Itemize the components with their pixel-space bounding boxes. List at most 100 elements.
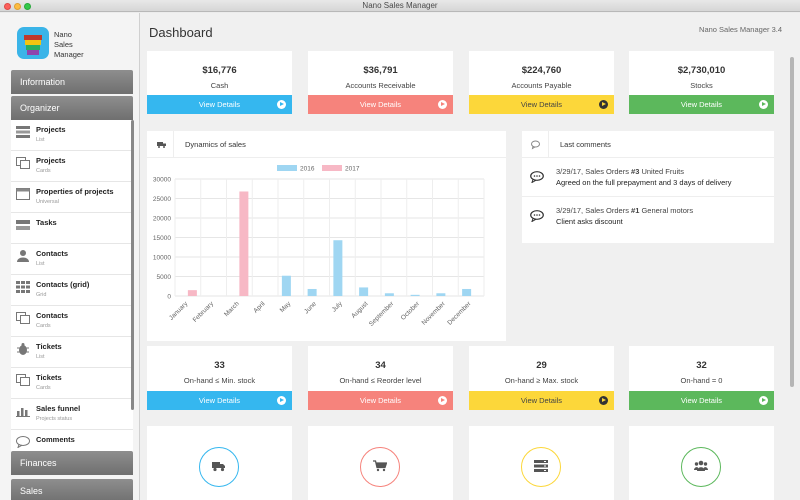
card-value: 33 — [214, 360, 225, 371]
comment-icon — [16, 436, 30, 448]
main-scrollbar[interactable] — [790, 57, 794, 387]
arrow-right-icon — [438, 396, 447, 405]
person-icon — [17, 250, 29, 262]
sidebar-item-sales-funnel[interactable]: Sales funnel Projects status — [11, 399, 133, 430]
comment-item[interactable]: 3/29/17, Sales Orders #3 United Fruits A… — [522, 159, 774, 197]
inventory-card[interactable] — [469, 426, 614, 500]
legend-label-2016: 2016 — [300, 166, 315, 173]
sidebar-item-contacts-cards[interactable]: Contacts Cards — [11, 306, 133, 337]
view-details-button[interactable]: View Details — [469, 391, 614, 410]
card-value: $16,776 — [202, 65, 237, 76]
comment-meta: 3/29/17, Sales Orders #1 General motors — [556, 206, 694, 215]
y-tick-label: 20000 — [153, 216, 171, 223]
sidebar-item-sub: Cards — [36, 323, 51, 329]
view-details-button[interactable]: View Details — [308, 391, 453, 410]
sidebar-item-sub: Cards — [36, 168, 51, 174]
comment-item[interactable]: 3/29/17, Sales Orders #1 General motors … — [522, 198, 774, 236]
comment-icon — [530, 171, 544, 183]
card-caption: Accounts Receivable — [345, 81, 416, 90]
summary-card-accounts-receivable: $36,791 Accounts Receivable View Details — [308, 51, 453, 114]
arrow-right-icon — [438, 100, 447, 109]
sidebar-item-label: Contacts — [36, 311, 69, 320]
bar-2016-october — [410, 294, 420, 296]
brand-name: Nano Sales Manager — [54, 30, 84, 59]
bar-2017-january — [187, 290, 197, 296]
sidebar-item-properties-of-projects[interactable]: Properties of projects Universal — [11, 182, 133, 213]
legend-swatch-2017 — [322, 165, 342, 171]
grid-icon — [16, 281, 30, 293]
x-tick-label: September — [368, 300, 396, 328]
sidebar-section-sales[interactable]: Sales — [11, 479, 133, 500]
summary-card-stocks: $2,730,010 Stocks View Details — [629, 51, 774, 114]
minimize-window-button[interactable] — [14, 3, 21, 10]
bar-chart-icon — [16, 408, 30, 417]
sidebar-section-organizer[interactable]: Organizer — [11, 96, 133, 120]
sidebar-item-tickets-cards[interactable]: Tickets Cards — [11, 368, 133, 399]
card-value: $224,760 — [521, 65, 562, 76]
cards-icon — [16, 157, 30, 169]
card-value: 34 — [375, 360, 386, 371]
sidebar-item-sub: List — [36, 261, 45, 267]
users-icon — [681, 447, 721, 487]
bar-2017-march — [239, 191, 249, 296]
card-caption: Stocks — [690, 81, 713, 90]
sidebar-item-contacts-list[interactable]: Contacts List — [11, 244, 133, 275]
stock-card-max: 29 On-hand ≥ Max. stock View Details — [469, 346, 614, 410]
sidebar-item-label: Comments — [36, 435, 75, 444]
card-caption: On-hand ≤ Min. stock — [183, 376, 256, 385]
purchases-card[interactable] — [147, 426, 292, 500]
comment-meta: 3/29/17, Sales Orders #3 United Fruits — [556, 167, 684, 176]
sidebar-section-information[interactable]: Information — [11, 70, 133, 94]
bar-2016-july — [333, 240, 343, 296]
panel-title: Last comments — [560, 140, 611, 149]
view-details-button[interactable]: View Details — [147, 95, 292, 114]
brand: Nano Sales Manager — [0, 13, 140, 69]
view-details-button[interactable]: View Details — [308, 95, 453, 114]
stock-card-min: 33 On-hand ≤ Min. stock View Details — [147, 346, 292, 410]
sidebar-item-tickets-list[interactable]: Tickets List — [11, 337, 133, 368]
card-value: $36,791 — [363, 65, 398, 76]
sidebar-section-finances[interactable]: Finances — [11, 451, 133, 475]
sidebar: Nano Sales Manager Information Organizer… — [0, 13, 140, 500]
truck-icon — [199, 447, 239, 487]
card-caption: On-hand ≤ Reorder level — [339, 376, 422, 385]
view-details-button[interactable]: View Details — [147, 391, 292, 410]
sidebar-item-projects-cards[interactable]: Projects Cards — [11, 151, 133, 182]
card-value: $2,730,010 — [677, 65, 726, 76]
x-tick-label: May — [279, 300, 293, 314]
x-tick-label: November — [421, 300, 448, 327]
sidebar-item-tasks[interactable]: Tasks — [11, 213, 133, 244]
sales-card[interactable] — [308, 426, 453, 500]
sidebar-item-projects-list[interactable]: Projects List — [11, 120, 133, 151]
sidebar-scrollbar[interactable] — [131, 120, 134, 410]
legend-label-2017: 2017 — [345, 166, 360, 173]
sidebar-item-sub: List — [36, 354, 45, 360]
close-window-button[interactable] — [4, 3, 11, 10]
x-tick-label: June — [303, 300, 318, 315]
zoom-window-button[interactable] — [24, 3, 31, 10]
summary-card-cash: $16,776 Cash View Details — [147, 51, 292, 114]
x-tick-label: February — [192, 300, 216, 324]
bar-2016-may — [281, 275, 291, 296]
panel-header: Dynamics of sales — [147, 131, 506, 158]
app-version: Nano Sales Manager 3.4 — [699, 25, 782, 34]
x-tick-label: July — [331, 300, 345, 314]
sidebar-item-contacts-grid[interactable]: Contacts (grid) Grid — [11, 275, 133, 306]
bar-2016-august — [359, 287, 369, 296]
panel-header: Last comments — [522, 131, 774, 158]
contacts-card[interactable] — [629, 426, 774, 500]
view-details-button[interactable]: View Details — [629, 95, 774, 114]
sidebar-item-label: Contacts (grid) — [36, 280, 90, 289]
server-icon — [521, 447, 561, 487]
truck-icon — [147, 131, 174, 158]
window-title: Nano Sales Manager — [362, 1, 438, 10]
x-tick-label: December — [446, 300, 473, 327]
view-details-button[interactable]: View Details — [629, 391, 774, 410]
arrow-right-icon — [277, 100, 286, 109]
card-caption: On-hand = 0 — [680, 376, 723, 385]
comment-icon — [522, 131, 549, 158]
bug-icon — [17, 343, 29, 355]
view-details-button[interactable]: View Details — [469, 95, 614, 114]
stock-card-reorder: 34 On-hand ≤ Reorder level View Details — [308, 346, 453, 410]
